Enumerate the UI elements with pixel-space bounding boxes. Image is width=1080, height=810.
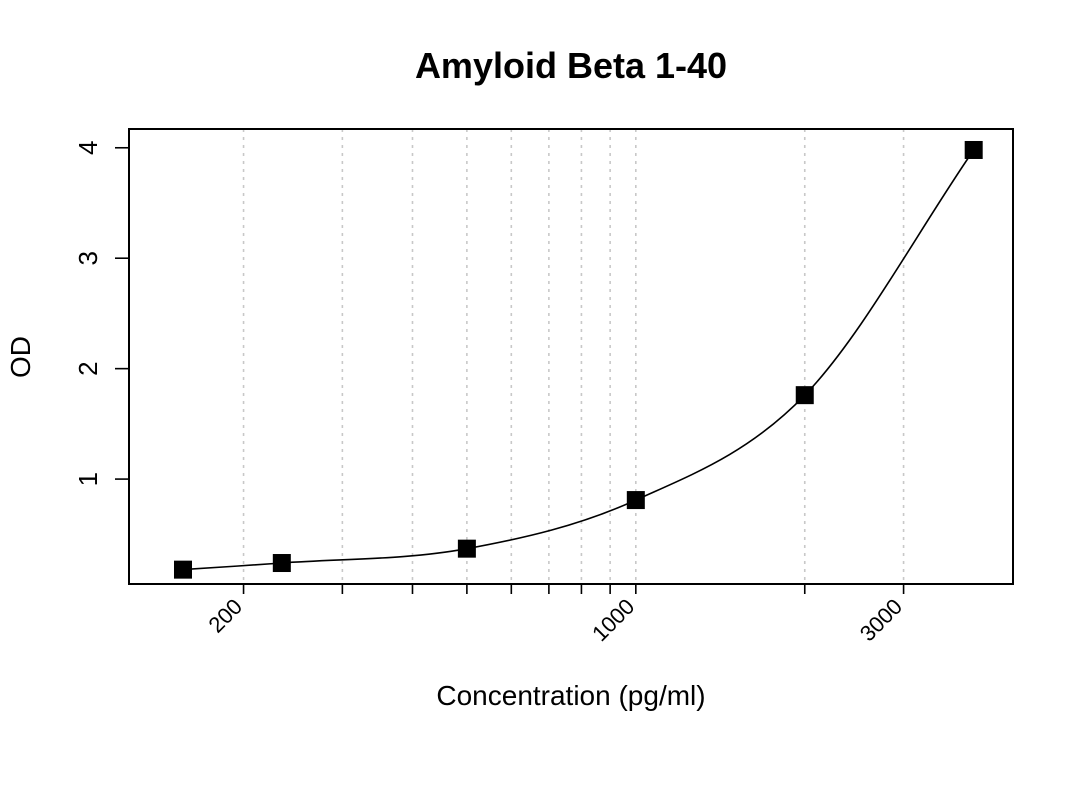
plot-frame [128, 128, 1014, 585]
data-point [795, 386, 814, 405]
data-point [272, 554, 291, 573]
x-tick-label: 200 [203, 594, 247, 638]
x-axis-label: Concentration (pg/ml) [436, 680, 705, 711]
y-tick-label: 3 [73, 251, 103, 265]
x-axis: 200 1000 3000 [203, 584, 907, 646]
y-axis: 1 2 3 4 [73, 141, 129, 486]
x-tick-label: 3000 [855, 594, 907, 646]
data-point [964, 140, 983, 159]
x-tick-label: 1000 [587, 594, 639, 646]
data-point [457, 539, 476, 558]
grid-layer [242, 129, 905, 584]
y-tick-label: 4 [73, 141, 103, 155]
y-tick-label: 1 [73, 472, 103, 486]
data-point [626, 491, 645, 510]
chart-title: Amyloid Beta 1-40 [415, 45, 727, 86]
data-points [173, 140, 983, 579]
fit-curve [182, 149, 975, 571]
y-tick-label: 2 [73, 361, 103, 375]
data-point [173, 560, 192, 579]
y-axis-label: OD [5, 336, 36, 378]
